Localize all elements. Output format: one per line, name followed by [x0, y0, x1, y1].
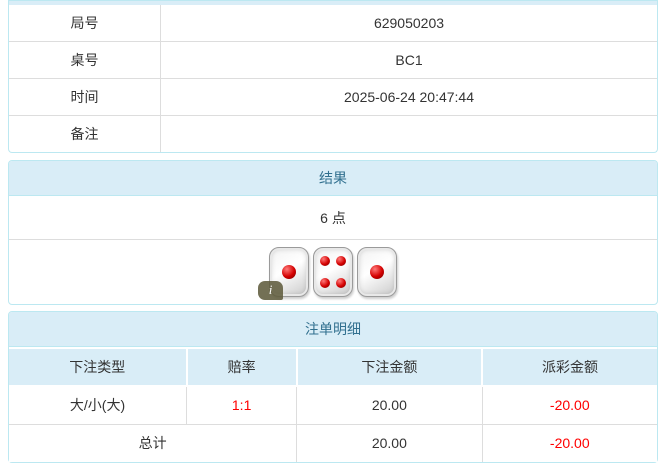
bet-details-title: 注单明细 — [9, 312, 657, 347]
die-pip — [335, 278, 346, 289]
remark-label: 备注 — [9, 116, 161, 152]
dice-row: i — [9, 240, 657, 304]
result-points: 6 点 — [9, 196, 657, 240]
total-label-cell: 总计 — [9, 423, 298, 462]
bet-details-panel: 注单明细 下注类型 赔率 下注金额 派彩金额 大/小(大) 1:1 20.00 … — [8, 311, 658, 463]
payout-cell: -20.00 — [481, 385, 657, 425]
die-face-4 — [313, 247, 353, 297]
bet-type-cell: 大/小(大) — [9, 385, 188, 425]
table-number-value: BC1 — [395, 52, 423, 68]
result-panel: 结果 6 点 i — [8, 160, 658, 305]
column-bet-type: 下注类型 — [9, 347, 188, 387]
bet-amount-cell: 20.00 — [296, 385, 483, 425]
time-value: 2025-06-24 20:47:44 — [344, 89, 474, 105]
odds-cell: 1:1 — [186, 385, 298, 425]
die-face-1 — [357, 247, 397, 297]
bet-details-table: 下注类型 赔率 下注金额 派彩金额 大/小(大) 1:1 20.00 -20.0… — [9, 347, 657, 462]
dice-group: i — [258, 247, 397, 300]
info-row-remark: 备注 — [9, 116, 657, 152]
total-bet-amount-cell: 20.00 — [296, 423, 483, 462]
column-odds: 赔率 — [185, 347, 298, 387]
info-row-time: 时间 2025-06-24 20:47:44 — [9, 79, 657, 116]
die-pip — [335, 255, 346, 266]
info-row-round: 局号 629050203 — [9, 5, 657, 42]
result-panel-title: 结果 — [9, 161, 657, 196]
die-pip — [282, 265, 296, 279]
die-pip — [320, 255, 331, 266]
table-number-label: 桌号 — [9, 42, 161, 78]
panel-top-strip — [8, 0, 658, 5]
info-row-table: 桌号 BC1 — [9, 42, 657, 79]
time-label: 时间 — [9, 79, 161, 115]
game-info-panel: 局号 629050203 桌号 BC1 时间 2025-06-24 20:47:… — [8, 5, 658, 153]
total-payout-cell: -20.00 — [481, 423, 657, 462]
game-info-table: 局号 629050203 桌号 BC1 时间 2025-06-24 20:47:… — [9, 5, 657, 152]
round-number-value: 629050203 — [373, 15, 445, 31]
bet-row: 大/小(大) 1:1 20.00 -20.00 — [9, 385, 657, 425]
remark-value — [161, 116, 657, 152]
column-bet-amount: 下注金额 — [295, 347, 484, 387]
round-number-label: 局号 — [9, 5, 161, 41]
bet-table-header-row: 下注类型 赔率 下注金额 派彩金额 — [9, 347, 657, 387]
die-pip — [370, 265, 384, 279]
total-row: 总计 20.00 -20.00 — [9, 423, 657, 462]
info-icon[interactable]: i — [258, 281, 283, 300]
column-payout: 派彩金额 — [481, 347, 657, 387]
die-pip — [320, 278, 331, 289]
